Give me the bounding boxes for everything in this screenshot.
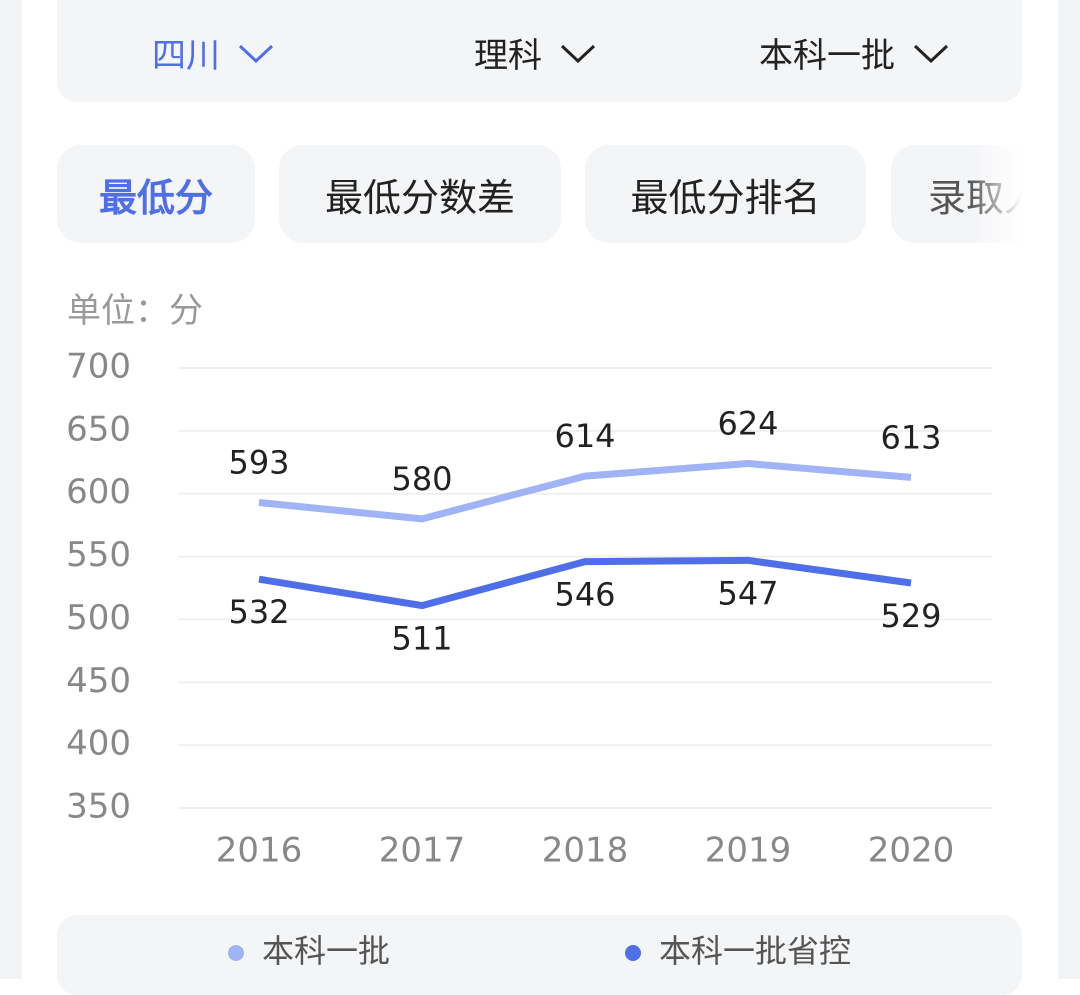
x-tick-label: 2017 — [379, 831, 466, 871]
legend-items: 本科一批 本科一批省控 — [228, 932, 851, 970]
data-label: 529 — [880, 597, 941, 635]
data-label: 624 — [717, 405, 778, 443]
series-line — [258, 556, 912, 610]
data-label: 593 — [228, 444, 289, 482]
y-tick-label: 650 — [66, 409, 131, 449]
chevron — [913, 44, 949, 63]
y-tick-label: 600 — [66, 472, 131, 512]
x-tick-label: 2016 — [216, 831, 303, 871]
chevron — [238, 44, 274, 63]
chevron — [560, 44, 596, 63]
data-label: 613 — [880, 418, 941, 456]
chart: 350 400 450 500 550 600 650 700 2016 2017 2018 2019… — [66, 347, 992, 871]
filter-batch[interactable]: 本科一批 — [759, 28, 949, 77]
side-bar — [0, 0, 22, 979]
y-tick-label: 450 — [66, 661, 131, 701]
data-label: 546 — [554, 576, 615, 614]
data-label: 547 — [717, 574, 778, 612]
y-tick-label: 550 — [66, 535, 131, 575]
y-tick-label: 700 — [66, 347, 131, 387]
series-line — [258, 460, 912, 523]
filter-text: 本科一批 — [759, 36, 895, 76]
filter-text: 理科 — [474, 36, 542, 76]
tab[interactable]: 最低分排名 — [585, 145, 866, 243]
side-bar — [1058, 0, 1080, 979]
tab[interactable]: 最低分 — [57, 145, 255, 243]
y-tick-label: 500 — [66, 598, 131, 638]
y-tick-label: 400 — [66, 724, 131, 764]
filter-bar: 四川 理科 本科一批 — [57, 0, 1022, 102]
filter-text: 四川 — [152, 36, 220, 76]
y-tick-label: 350 — [66, 787, 131, 827]
data-label: 580 — [391, 460, 452, 498]
tab[interactable]: 最低分数差 — [279, 145, 561, 243]
filter-province[interactable]: 四川 — [152, 28, 274, 77]
legend-label: 本科一批省控 — [659, 932, 851, 970]
legend-label: 本科一批 — [262, 932, 390, 970]
unit-label: 单位：分 — [67, 291, 203, 331]
legend-marker — [228, 945, 244, 961]
x-tick-label: 2018 — [542, 831, 629, 871]
data-label: 511 — [391, 620, 452, 658]
x-tick-label: 2019 — [705, 831, 792, 871]
x-tick-label: 2020 — [868, 831, 955, 871]
data-label: 532 — [228, 593, 289, 631]
tab[interactable]: 录取人 — [891, 145, 1022, 243]
filter-subject[interactable]: 理科 — [474, 28, 596, 77]
data-label: 614 — [554, 417, 615, 455]
legend-marker — [625, 945, 641, 961]
